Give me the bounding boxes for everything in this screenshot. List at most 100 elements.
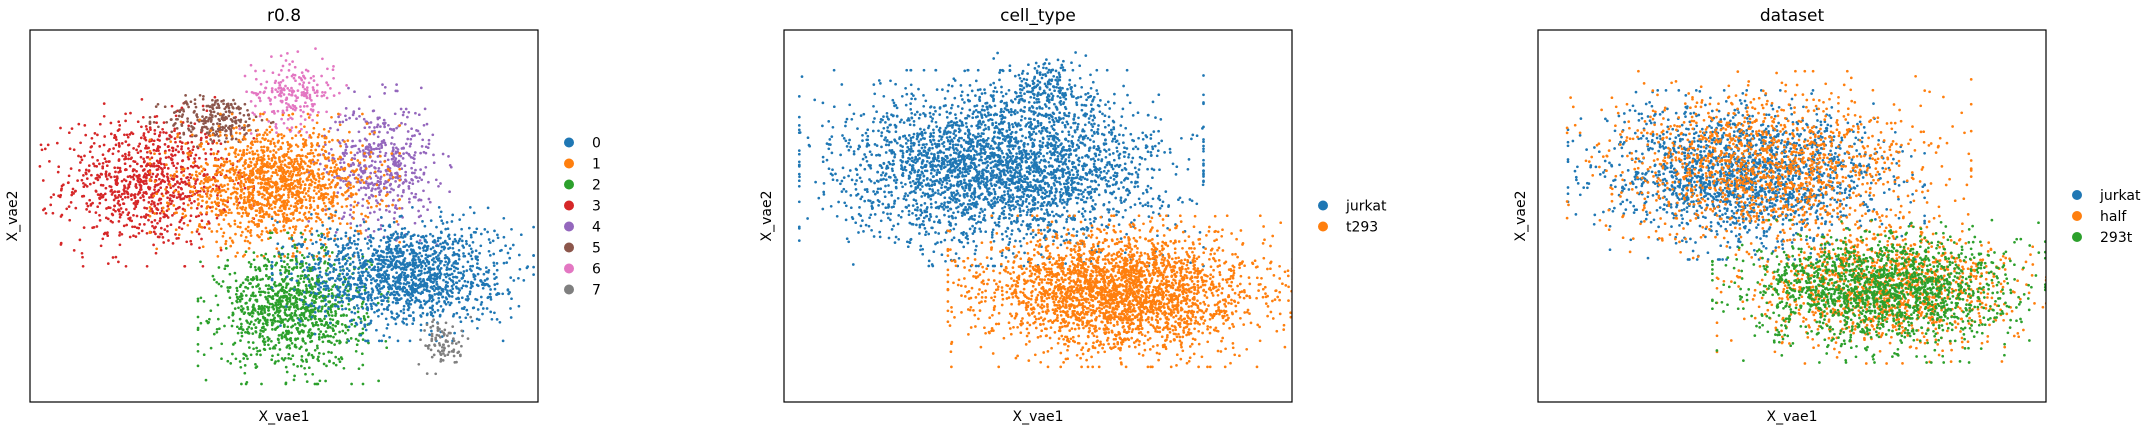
point (209, 109, 212, 113)
point (376, 116, 380, 120)
point (280, 196, 283, 199)
point (294, 201, 297, 205)
point (118, 215, 122, 219)
point (167, 239, 170, 242)
point (239, 193, 243, 197)
point (259, 353, 262, 357)
point (302, 268, 306, 272)
point (344, 148, 348, 152)
point (239, 308, 243, 312)
point (145, 264, 149, 268)
point (242, 151, 246, 154)
point (240, 126, 244, 130)
point (158, 177, 161, 181)
point (317, 173, 321, 177)
point (170, 104, 174, 108)
point (236, 187, 240, 191)
point (395, 126, 398, 130)
point (296, 284, 300, 287)
point (155, 149, 158, 153)
point (182, 167, 186, 171)
point (103, 135, 107, 138)
point (255, 149, 259, 153)
point (304, 101, 307, 105)
point (214, 207, 218, 211)
point (221, 234, 225, 238)
point (113, 204, 116, 208)
point (196, 299, 200, 303)
point (201, 188, 205, 192)
point (228, 170, 232, 174)
point (207, 320, 211, 324)
point (108, 206, 112, 210)
point (288, 346, 292, 350)
point (279, 256, 283, 260)
point (357, 290, 360, 294)
point (93, 132, 97, 135)
point (353, 200, 357, 204)
point (175, 174, 178, 178)
cluster-4 (307, 83, 453, 247)
point (67, 131, 71, 135)
point (163, 143, 167, 146)
point (306, 169, 309, 172)
point (433, 289, 436, 292)
point (300, 127, 303, 131)
point (391, 199, 395, 202)
point (94, 189, 98, 193)
point (52, 193, 56, 196)
point (346, 188, 350, 192)
point (178, 110, 182, 114)
point (277, 359, 280, 363)
point (237, 306, 240, 310)
point (196, 178, 199, 181)
point (249, 179, 253, 182)
point (302, 160, 306, 164)
point (155, 168, 159, 172)
point (432, 267, 436, 271)
point (291, 60, 294, 63)
point (156, 102, 160, 106)
point (281, 318, 285, 322)
point (300, 358, 304, 362)
point (228, 272, 232, 276)
point (284, 217, 288, 221)
point (260, 304, 264, 308)
point (426, 146, 430, 150)
point (153, 219, 157, 222)
point (391, 149, 395, 153)
point (284, 295, 288, 299)
point (340, 323, 344, 326)
point (292, 288, 296, 291)
point (177, 233, 181, 237)
point (173, 172, 176, 176)
point (243, 102, 247, 106)
point (200, 219, 204, 223)
point (279, 204, 283, 208)
point (199, 136, 203, 140)
point (185, 240, 189, 244)
point (148, 162, 152, 165)
point (277, 81, 281, 85)
point (184, 142, 188, 145)
point (239, 172, 243, 175)
point (303, 183, 307, 187)
point (135, 169, 138, 173)
point (191, 148, 195, 152)
point (235, 178, 238, 182)
point (181, 212, 185, 216)
point (118, 234, 121, 237)
point (280, 357, 284, 360)
point (310, 331, 313, 335)
point (234, 155, 238, 159)
point (517, 276, 520, 280)
point (301, 305, 305, 309)
point (402, 282, 406, 285)
point (242, 183, 246, 186)
point (247, 220, 251, 224)
point (240, 215, 244, 218)
point (240, 322, 243, 326)
point (193, 98, 197, 101)
point (82, 174, 85, 177)
point (185, 195, 189, 199)
